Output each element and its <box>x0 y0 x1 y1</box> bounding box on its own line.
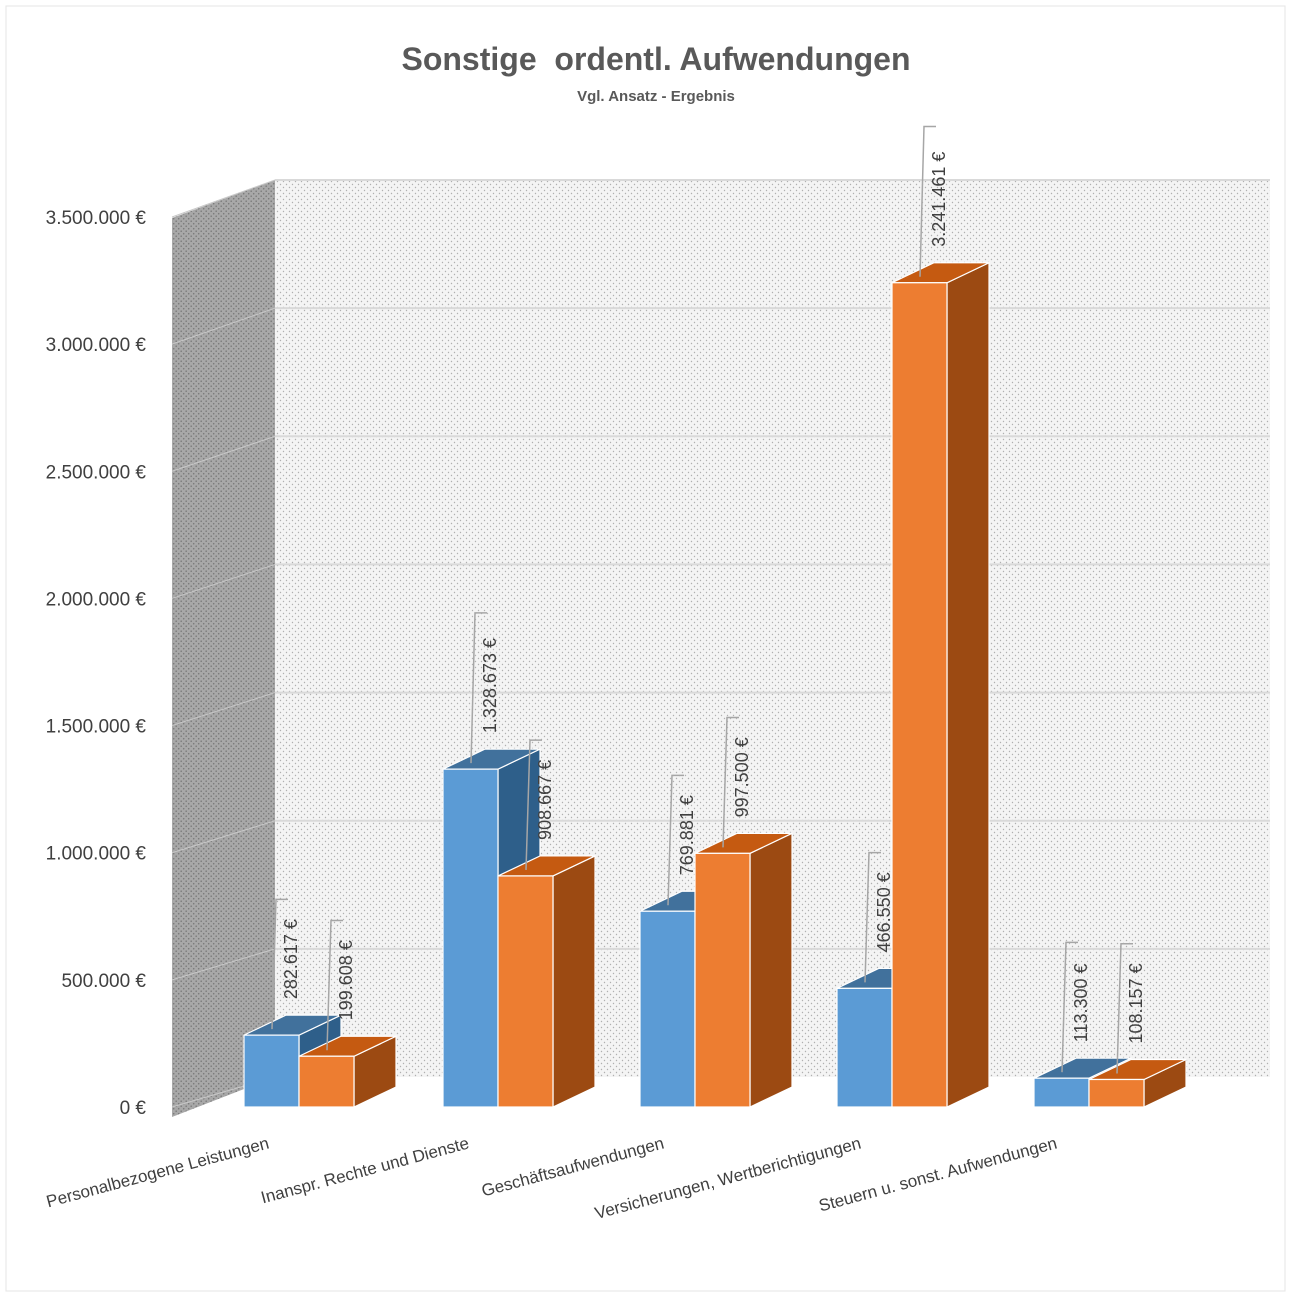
side-gridline <box>171 948 276 981</box>
bar <box>298 1035 397 1108</box>
data-label: 199.608 € <box>336 940 356 1020</box>
data-label: 908.667 € <box>535 760 555 840</box>
bar-side <box>946 261 990 1108</box>
bar-front <box>836 987 893 1108</box>
y-axis-ticks: 0 € 500.000 € 1.000.000 € 1.500.000 € 2.000.… <box>46 208 147 1119</box>
y-tick-label: 2.500.000 € <box>46 462 147 483</box>
bar-front <box>243 1034 300 1108</box>
data-label: 466.550 € <box>874 872 894 952</box>
data-label: 113.300 € <box>1071 963 1091 1042</box>
side-gridline <box>171 307 276 345</box>
bar <box>1088 1058 1187 1108</box>
y-tick-label: 500.000 € <box>61 971 146 992</box>
side-gridline <box>171 820 276 854</box>
data-labels: 282.617 € 199.608 € 1.328.673 € 908.667 € 76… <box>281 152 1146 1044</box>
leader-line <box>326 919 343 1051</box>
bar-front <box>694 852 751 1108</box>
leader-line <box>1116 942 1133 1074</box>
y-tick-label: 0 € <box>120 1098 147 1119</box>
category-label: Geschäftsaufwendungen <box>479 1134 666 1201</box>
data-label-leaders <box>271 125 1133 1074</box>
data-label: 108.157 € <box>1126 963 1146 1043</box>
bar-front <box>497 875 554 1108</box>
data-label: 3.241.461 € <box>929 152 949 247</box>
bar-front <box>442 768 499 1108</box>
bar-front <box>891 282 948 1108</box>
bar-front <box>1033 1077 1090 1108</box>
side-gridline <box>171 692 276 727</box>
leader-line <box>271 898 288 1030</box>
data-label: 1.328.673 € <box>480 638 500 733</box>
leader-line <box>864 851 881 983</box>
side-gridline <box>171 179 276 218</box>
bar-side <box>552 854 596 1108</box>
bar <box>497 854 596 1108</box>
bar-side <box>749 832 793 1108</box>
data-label: 997.500 € <box>732 737 752 817</box>
bar <box>694 832 793 1108</box>
y-tick-label: 1.500.000 € <box>46 717 147 738</box>
leader-line <box>470 612 487 764</box>
side-wall <box>172 180 275 1117</box>
bar-front <box>1088 1078 1145 1108</box>
leader-line <box>1061 941 1078 1073</box>
leader-line <box>525 739 542 870</box>
chart-border <box>5 5 1286 1292</box>
data-label: 769.881 € <box>677 795 697 875</box>
leader-line <box>667 774 684 906</box>
side-gridline <box>171 435 276 472</box>
bar-front <box>639 910 696 1108</box>
y-tick-label: 2.000.000 € <box>46 589 147 610</box>
side-gridline <box>171 563 276 599</box>
bars <box>243 261 1187 1108</box>
data-label: 282.617 € <box>281 919 301 999</box>
y-tick-label: 3.000.000 € <box>46 335 147 356</box>
category-label: Inanspr. Rechte und Dienste <box>259 1134 471 1208</box>
chart-title: Sonstige ordentl. Aufwendungen <box>401 41 910 77</box>
y-tick-label: 1.000.000 € <box>46 844 147 865</box>
leader-line <box>919 125 936 277</box>
bar <box>891 261 990 1108</box>
y-tick-label: 3.500.000 € <box>46 208 147 229</box>
leader-line <box>722 716 739 848</box>
chart-subtitle: Vgl. Ansatz - Ergebnis <box>577 88 735 105</box>
category-label: Personalbezogene Leistungen <box>44 1134 271 1212</box>
bar-front <box>298 1055 355 1108</box>
